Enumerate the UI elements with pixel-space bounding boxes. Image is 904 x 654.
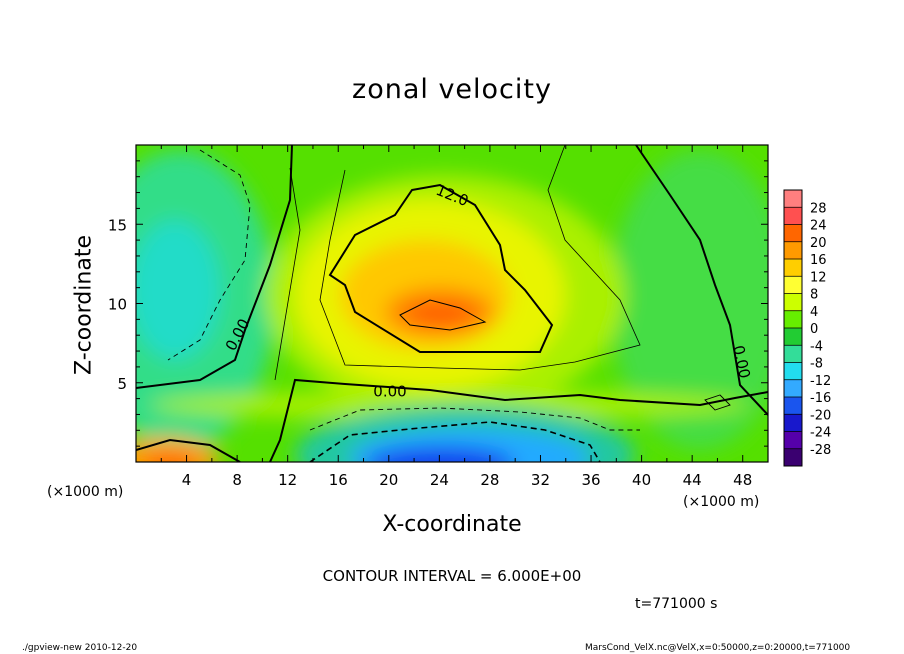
x-axis: 4 8 12 16 20 24 28 32 36 40 44 48 [160, 145, 769, 489]
colorbar-swatch [784, 431, 802, 450]
colorbar-swatch [784, 310, 802, 329]
colorbar-swatch [784, 448, 802, 467]
y-tick-label: 15 [108, 216, 127, 234]
x-unit-label-right: (×1000 m) [683, 494, 760, 510]
colorbar-swatch [784, 241, 802, 260]
y-tick-label: 10 [108, 296, 127, 314]
colorbar-label: 28 [810, 201, 827, 216]
colorbar-label: -24 [810, 426, 831, 441]
x-tick-label: 20 [379, 471, 398, 489]
x-tick-label: 16 [329, 471, 348, 489]
colorbar-label: -12 [810, 374, 831, 389]
footer-program-label: ./gpview-new 2010-12-20 [22, 643, 138, 653]
colorbar: 28 24 20 16 12 8 4 0 -4 -8 -12 -16 -20 -24 -28 [783, 189, 831, 467]
y-axis: 5 10 15 [108, 160, 768, 447]
colorbar-swatch [784, 293, 802, 312]
colorbar-label: 0 [810, 322, 818, 337]
colorbar-label: 20 [810, 236, 827, 251]
colorbar-swatch [784, 259, 802, 277]
colorbar-label: -8 [810, 357, 823, 372]
colorbar-swatch [784, 207, 802, 225]
colorbar-label: 16 [810, 253, 827, 268]
x-tick-label: 28 [480, 471, 499, 489]
x-tick-label: 44 [683, 471, 702, 489]
x-tick-label: 36 [581, 471, 600, 489]
colorbar-swatch [784, 379, 802, 398]
y-axis-label: Z-coordinate [71, 235, 97, 375]
colorbar-label: 4 [810, 305, 818, 320]
contour-label: 0.00 [373, 383, 406, 401]
colorbar-swatch [784, 397, 802, 415]
x-tick-label: 32 [531, 471, 550, 489]
contour-lines [136, 145, 768, 462]
x-tick-label: 24 [430, 471, 449, 489]
colorbar-swatch [784, 414, 802, 432]
x-tick-label: 48 [733, 471, 752, 489]
time-label: t=771000 s [635, 596, 718, 612]
x-tick-label: 4 [182, 471, 192, 489]
colorbar-swatch [784, 190, 802, 208]
x-unit-label-left: (×1000 m) [47, 484, 124, 500]
colorbar-swatch [784, 362, 802, 381]
colorbar-label: -28 [810, 443, 831, 458]
x-tick-label: 40 [632, 471, 651, 489]
colorbar-label: 12 [810, 270, 827, 285]
colorbar-swatch [784, 276, 802, 294]
velocity-field [136, 145, 768, 462]
colorbar-label: -16 [810, 391, 831, 406]
chart-title: zonal velocity [352, 74, 552, 105]
x-tick-label: 8 [232, 471, 242, 489]
colorbar-label: 8 [810, 288, 818, 303]
colorbar-label: -20 [810, 408, 831, 423]
colorbar-label: 24 [810, 219, 827, 234]
x-tick-label: 12 [278, 471, 297, 489]
colorbar-swatch [784, 328, 802, 346]
footer-source-label: MarsCond_VelX.nc@VelX,x=0:50000,z=0:2000… [585, 643, 851, 653]
colorbar-swatch [784, 345, 802, 363]
colorbar-swatch [784, 224, 802, 243]
contour-interval-label: CONTOUR INTERVAL = 6.000E+00 [322, 567, 582, 585]
colorbar-label: -4 [810, 339, 823, 354]
y-tick-label: 5 [117, 375, 127, 393]
x-axis-label: X-coordinate [382, 512, 522, 537]
